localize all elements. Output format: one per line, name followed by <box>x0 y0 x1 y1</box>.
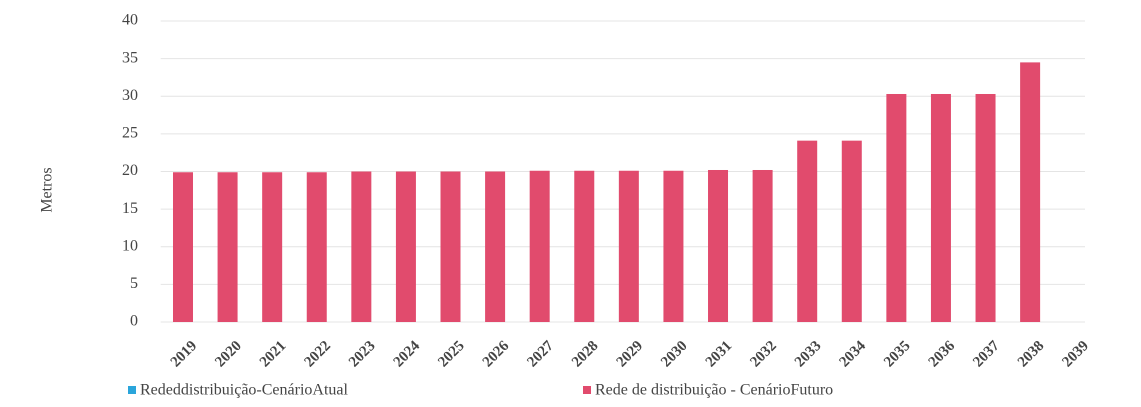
bar <box>841 140 862 322</box>
x-tick-label: 2031 <box>703 338 736 371</box>
legend-label: Rededdistribuição-CenárioAtual <box>140 382 348 399</box>
bar <box>440 171 461 322</box>
y-tick-label: 5 <box>130 275 138 292</box>
y-tick-label: 0 <box>130 313 138 330</box>
y-tick-label: 25 <box>122 125 138 142</box>
x-tick-label: 2032 <box>747 338 780 371</box>
bar <box>574 170 595 322</box>
bar <box>529 170 550 322</box>
x-tick-label: 2033 <box>792 338 825 371</box>
bar <box>351 171 372 322</box>
x-tick-label: 2039 <box>1059 338 1092 371</box>
legend-label: Rede de distribuição - CenárioFuturo <box>595 382 833 399</box>
x-tick-label: 2019 <box>168 338 201 371</box>
x-tick-label: 2034 <box>837 338 870 371</box>
x-tick-label: 2029 <box>614 338 647 371</box>
x-tick-label: 2026 <box>480 338 513 371</box>
y-tick-label: 30 <box>122 87 138 104</box>
y-tick-label: 35 <box>122 49 138 66</box>
x-tick-label: 2022 <box>301 338 334 371</box>
bar <box>886 93 907 323</box>
bar <box>708 169 729 322</box>
y-tick-label: 20 <box>122 162 138 179</box>
bar <box>1020 62 1041 322</box>
y-tick-label: 15 <box>122 200 138 217</box>
legend-swatch <box>583 386 591 394</box>
bar <box>172 172 193 322</box>
y-tick-label: 40 <box>122 12 138 29</box>
x-tick-label: 2037 <box>970 338 1003 371</box>
x-tick-label: 2035 <box>881 338 914 371</box>
bar <box>485 171 506 322</box>
bar <box>663 170 684 322</box>
bar <box>797 140 818 322</box>
bar <box>217 172 238 322</box>
x-tick-label: 2028 <box>569 338 602 371</box>
bar <box>930 93 951 323</box>
bar <box>395 171 416 322</box>
x-tick-label: 2020 <box>212 338 245 371</box>
x-tick-label: 2024 <box>391 338 424 371</box>
x-tick-label: 2027 <box>524 338 557 371</box>
y-tick-label: 10 <box>122 237 138 254</box>
bar <box>618 170 639 322</box>
bar <box>975 93 996 323</box>
x-tick-label: 2023 <box>346 338 379 371</box>
y-axis-label: Metros <box>39 167 56 212</box>
x-tick-label: 2021 <box>257 338 290 371</box>
bar <box>262 172 283 322</box>
legend-swatch <box>128 386 136 394</box>
bar <box>306 172 327 322</box>
x-tick-label: 2025 <box>435 338 468 371</box>
x-tick-label: 2036 <box>926 338 959 371</box>
bar <box>752 169 773 322</box>
x-tick-label: 2030 <box>658 338 691 371</box>
x-tick-label: 2038 <box>1015 338 1048 371</box>
